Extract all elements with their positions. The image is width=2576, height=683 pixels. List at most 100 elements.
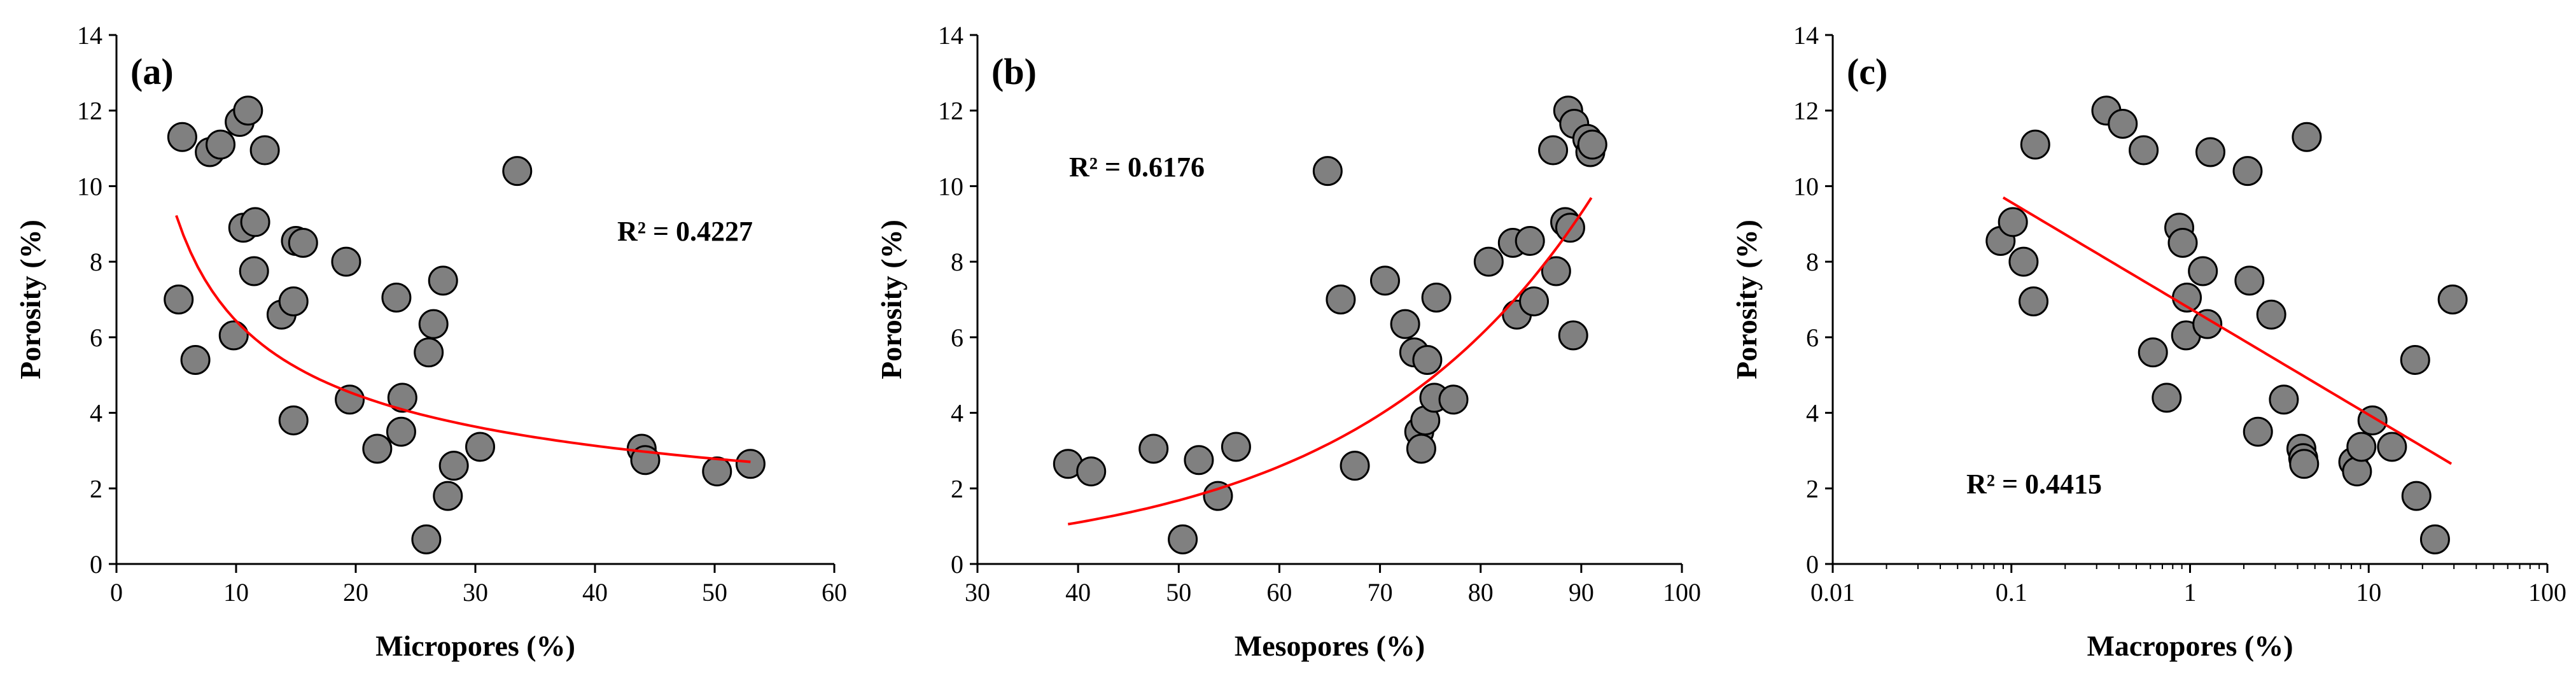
y-tick-label: 2 [951,474,963,503]
y-tick-label: 6 [1806,323,1819,352]
data-point [428,265,458,296]
y-tick-label: 2 [90,474,102,503]
y-tick-label: 12 [1793,97,1819,125]
data-point [2437,285,2468,314]
trend-line [1067,197,1593,526]
panel-a: 0 2 4 6 8 10 12 14 0 10 20 30 40 50 60 Micropores (%) Po… [14,21,847,662]
x-tick-label: 20 [343,578,368,607]
y-tick-label: 14 [938,21,963,50]
data-point [2129,135,2159,165]
trend-line [175,215,751,463]
data-point [2400,344,2430,375]
data-point [1515,225,1545,256]
panel-b: 0 2 4 6 8 10 12 14 30 40 50 60 70 80 90 100 Mesopores (%… [875,21,1701,662]
data-point [1326,285,1356,314]
data-point [240,207,270,237]
x-tick-label: 100 [2528,578,2566,607]
data-point [2138,337,2168,368]
y-axis-title: Porosity (%) [14,220,46,379]
data-point [2342,456,2372,487]
x-tick-label: 70 [1368,578,1393,607]
x-tick-label: 0.01 [1810,578,1855,607]
x-tick-label: 30 [463,578,488,607]
data-point [1438,384,1469,415]
data-point [702,456,732,487]
data-point [2289,449,2320,479]
x-axis-title: Macropores (%) [2087,630,2293,662]
y-tick-label: 0 [1806,550,1819,579]
data-point [2243,416,2273,447]
y-tick-label: 4 [1806,399,1819,428]
x-tick-label: 50 [702,578,727,607]
data-point [1369,265,1400,296]
data-point [1390,309,1420,339]
data-point [167,122,197,152]
x-tick-label: 60 [1266,578,1292,607]
y-axis-title: Porosity (%) [1730,220,1763,379]
data-point [2419,524,2450,554]
data-point [1538,135,1569,165]
data-point [1221,432,1251,462]
panel-label: (a) [130,51,174,92]
x-tick-label: 100 [1663,578,1701,607]
x-tick-label: 40 [582,578,608,607]
data-point [1577,129,1607,160]
panel-label: (b) [991,51,1037,92]
y-tick-label: 2 [1806,474,1819,503]
data-point [735,449,766,479]
panel-c: 0 2 4 6 8 10 12 14 0.01 0.1 1 10 100 Macropores (%) Po… [1730,21,2566,662]
data-point [465,432,496,462]
y-tick-label: 4 [951,399,963,428]
y-tick-label: 6 [90,323,102,352]
r-squared-label: R² = 0.6176 [1069,151,1205,183]
x-tick-label: 0.1 [1996,578,2027,607]
data-point [278,286,309,316]
y-tick-label: 10 [77,172,102,201]
data-point [2019,286,2049,316]
x-tick-label: 90 [1569,578,1594,607]
data-point [438,451,469,481]
data-point [1340,451,1370,481]
x-axis-title: Micropores (%) [375,630,575,662]
data-point [335,384,365,415]
x-tick-label: 60 [822,578,847,607]
data-point [2152,383,2182,413]
r-squared-label: R² = 0.4227 [617,216,753,247]
data-point [1203,481,1233,511]
y-tick-label: 8 [90,248,102,276]
data-point [1558,320,1588,351]
data-point [2008,246,2039,277]
data-point [249,135,280,165]
data-point [1406,433,1436,464]
data-point [433,481,463,511]
y-tick-label: 14 [1793,21,1819,50]
y-tick-label: 0 [90,550,102,579]
y-tick-label: 10 [1793,172,1819,201]
x-tick-label: 1 [2184,578,2197,607]
data-point [386,416,416,447]
data-point [1519,286,1550,316]
data-point [1076,456,1107,487]
data-point [206,129,236,160]
data-point [331,246,361,277]
panel-label: (c) [1847,51,1887,92]
data-point [2195,137,2225,167]
data-point [362,433,393,464]
data-point [2346,432,2377,462]
data-point [278,405,309,435]
y-tick-label: 12 [77,97,102,125]
data-point [239,256,269,286]
data-point [502,156,533,187]
y-tick-label: 8 [951,248,963,276]
data-point [411,524,442,554]
data-point [180,344,211,375]
r-squared-label: R² = 0.4415 [1966,468,2102,500]
data-point [1473,246,1504,277]
data-point [418,309,449,339]
trend-line [2002,196,2453,465]
x-tick-label: 80 [1468,578,1494,607]
x-tick-label: 50 [1166,578,1191,607]
data-point [218,320,249,351]
y-tick-label: 8 [1806,248,1819,276]
data-point [233,95,263,126]
